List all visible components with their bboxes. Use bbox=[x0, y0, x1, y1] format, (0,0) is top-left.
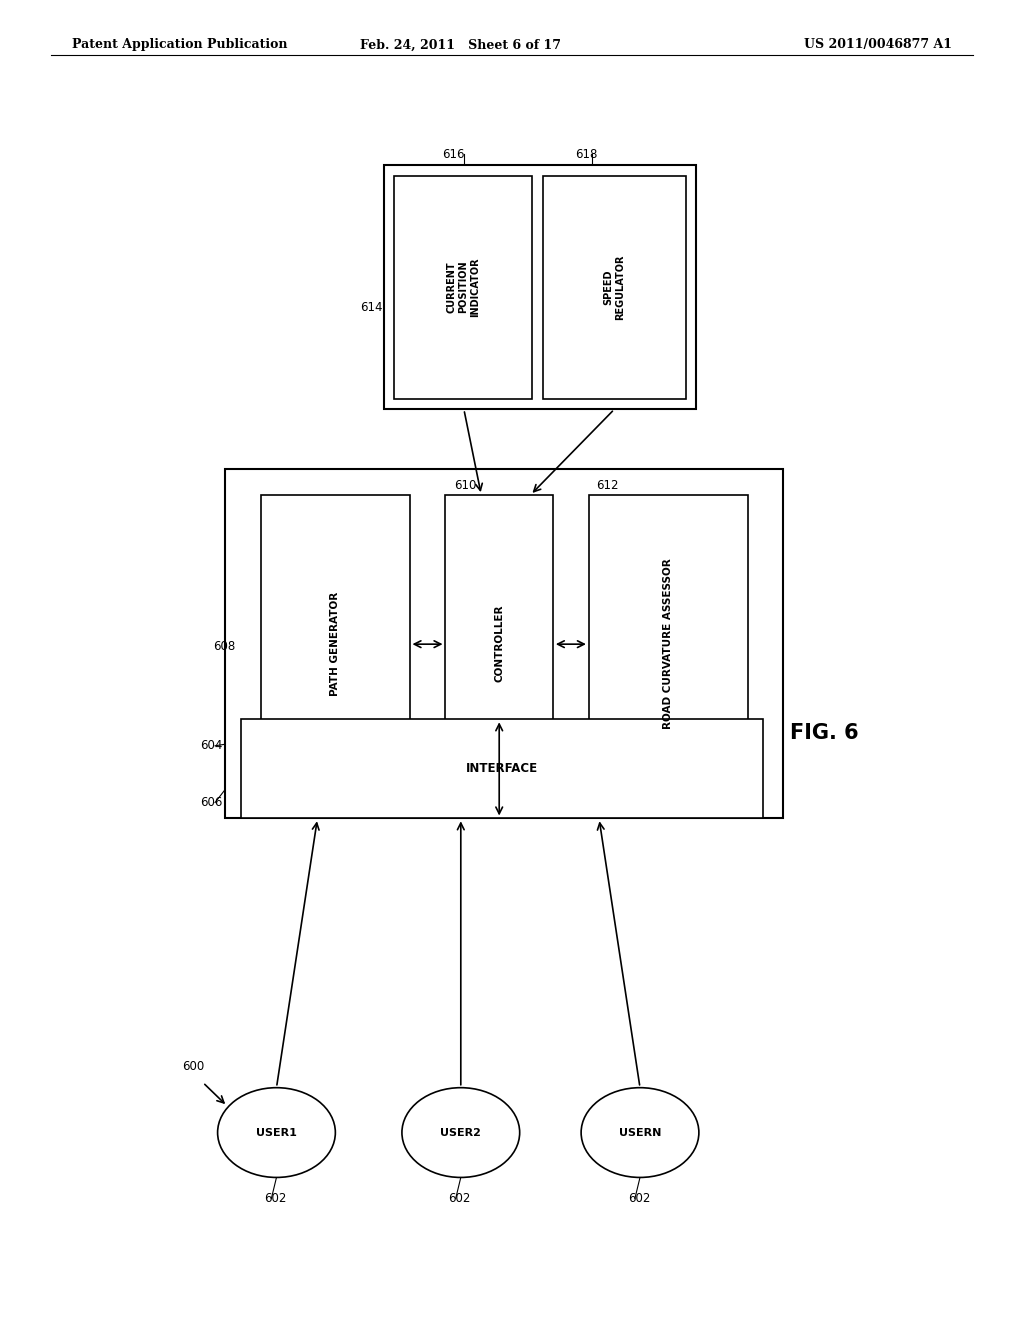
Text: 602: 602 bbox=[628, 1192, 650, 1205]
FancyBboxPatch shape bbox=[225, 469, 783, 818]
Text: 602: 602 bbox=[264, 1192, 287, 1205]
Text: USER1: USER1 bbox=[256, 1127, 297, 1138]
Text: 614: 614 bbox=[360, 301, 383, 314]
FancyBboxPatch shape bbox=[394, 176, 532, 399]
Text: 600: 600 bbox=[182, 1060, 205, 1073]
Text: USER2: USER2 bbox=[440, 1127, 481, 1138]
Text: 602: 602 bbox=[449, 1192, 471, 1205]
Text: SPEED
REGULATOR: SPEED REGULATOR bbox=[603, 255, 626, 319]
Text: Feb. 24, 2011   Sheet 6 of 17: Feb. 24, 2011 Sheet 6 of 17 bbox=[360, 38, 561, 51]
FancyBboxPatch shape bbox=[384, 165, 696, 409]
Text: 618: 618 bbox=[575, 148, 598, 161]
Text: 604: 604 bbox=[200, 739, 222, 752]
FancyBboxPatch shape bbox=[261, 495, 410, 792]
Text: INTERFACE: INTERFACE bbox=[466, 763, 538, 775]
FancyBboxPatch shape bbox=[543, 176, 686, 399]
Text: FIG. 6: FIG. 6 bbox=[790, 722, 859, 743]
Text: 606: 606 bbox=[200, 796, 222, 809]
Text: 612: 612 bbox=[596, 479, 618, 492]
Text: CURRENT
POSITION
INDICATOR: CURRENT POSITION INDICATOR bbox=[446, 257, 480, 317]
Text: PATH GENERATOR: PATH GENERATOR bbox=[331, 591, 340, 696]
Ellipse shape bbox=[401, 1088, 520, 1177]
Text: 610: 610 bbox=[454, 479, 476, 492]
Text: 616: 616 bbox=[442, 148, 465, 161]
FancyBboxPatch shape bbox=[241, 719, 763, 818]
FancyBboxPatch shape bbox=[445, 495, 553, 792]
Ellipse shape bbox=[581, 1088, 698, 1177]
Text: ROAD CURVATURE ASSESSOR: ROAD CURVATURE ASSESSOR bbox=[664, 558, 673, 729]
Text: USERN: USERN bbox=[618, 1127, 662, 1138]
Text: Patent Application Publication: Patent Application Publication bbox=[72, 38, 287, 51]
Text: CONTROLLER: CONTROLLER bbox=[495, 605, 504, 682]
FancyBboxPatch shape bbox=[589, 495, 748, 792]
Ellipse shape bbox=[218, 1088, 336, 1177]
Text: 608: 608 bbox=[213, 640, 236, 653]
Text: US 2011/0046877 A1: US 2011/0046877 A1 bbox=[804, 38, 952, 51]
